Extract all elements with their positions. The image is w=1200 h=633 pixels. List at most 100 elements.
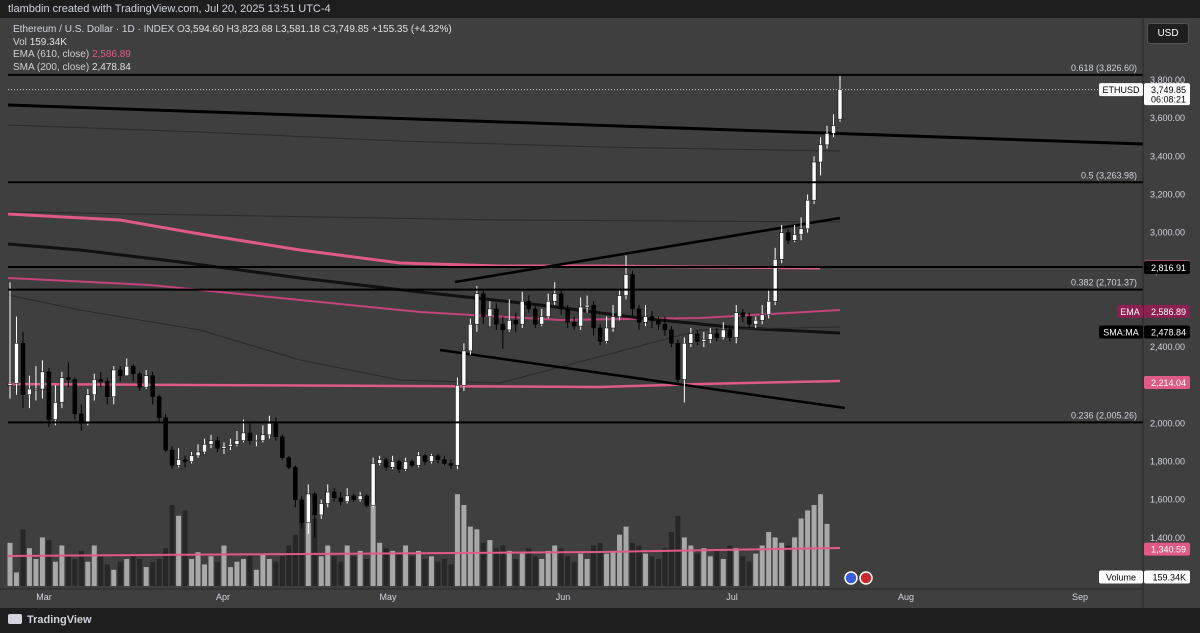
candle-body: [299, 499, 305, 523]
volume-bar: [694, 553, 700, 586]
symbol-name[interactable]: Ethereum / U.S. Dollar · 1D · INDEX: [13, 24, 175, 35]
volume-bar: [824, 523, 830, 586]
candle-body: [189, 455, 194, 462]
candle-body: [396, 461, 402, 470]
volume-bar: [681, 537, 687, 586]
candle-body: [649, 316, 655, 321]
volume-bar: [428, 556, 434, 586]
volume-bar: [377, 542, 383, 586]
volume-bar: [519, 553, 525, 586]
candle-body: [675, 343, 681, 380]
candle-body: [461, 350, 467, 386]
candle-body: [753, 320, 758, 325]
volume-bar: [124, 559, 130, 586]
volume-bar: [234, 561, 240, 586]
candle-body: [682, 343, 687, 380]
candle-body: [474, 293, 480, 325]
open-value: 3,594.60: [184, 24, 224, 35]
indicator-lines: [7, 124, 841, 389]
volume-bar: [779, 542, 785, 586]
candle-body: [416, 455, 421, 466]
candle-body: [403, 461, 408, 470]
volume-bar: [584, 559, 590, 586]
price-label-value: 2,586.89: [1151, 307, 1186, 317]
y-tick-label: 3,400.00: [1150, 151, 1185, 161]
candle-body: [558, 293, 564, 310]
candle-body: [390, 461, 395, 468]
price-label-tag: EMA: [1120, 307, 1140, 317]
candle-body: [53, 402, 58, 420]
volume-bar: [286, 545, 292, 586]
volume-bar: [746, 561, 752, 586]
us-flag-event-icon: [844, 571, 858, 585]
volume-bar: [630, 542, 635, 586]
x-tick-label: May: [379, 592, 397, 602]
volume-bar: [331, 556, 337, 586]
volume-bar: [163, 548, 169, 586]
candle-body: [344, 495, 350, 502]
volume-bar: [13, 572, 19, 586]
legend-ema-row[interactable]: EMA (610, close) 2,586.89: [13, 49, 452, 62]
volume-bar: [655, 559, 661, 586]
volume-bar: [247, 556, 253, 586]
price-label-value: 3,749.85: [1151, 85, 1186, 95]
volume-bar: [189, 559, 195, 586]
currency-button[interactable]: USD: [1147, 23, 1189, 44]
volume-bar: [292, 534, 298, 586]
volume-bar: [617, 534, 623, 586]
candle-body: [7, 383, 13, 386]
y-tick-label: 3,800.00: [1150, 75, 1185, 85]
candle-body: [338, 497, 343, 502]
legend-sma-row[interactable]: SMA (200, close) 2,478.84: [13, 62, 452, 75]
candle-body: [176, 459, 181, 466]
candle-body: [798, 228, 804, 235]
x-tick-label: Sep: [1072, 592, 1088, 602]
volume-bar: [467, 526, 473, 586]
volume-bar: [811, 505, 817, 586]
volume-bar: [759, 545, 765, 586]
price-label-tag-bg: [1117, 304, 1143, 318]
volume-bar: [182, 510, 188, 586]
price-label-value: 159.34K: [1152, 572, 1186, 582]
price-label-tag: ETHUSD: [1102, 85, 1140, 95]
candle-body: [182, 459, 188, 462]
candle-body: [824, 133, 830, 146]
channel-lower: [439, 348, 846, 410]
candle-body: [267, 423, 272, 436]
legend-volume-row[interactable]: Vol 159.34K: [13, 37, 452, 50]
candle-body: [539, 316, 544, 325]
price-label-value: 2,816.91: [1151, 263, 1186, 273]
volume-bar: [409, 556, 415, 586]
volume-bar: [312, 518, 318, 586]
volume-bar: [493, 548, 499, 586]
footer-bar: TradingView: [0, 608, 1200, 633]
candle-body: [494, 308, 499, 325]
candle-body: [163, 417, 168, 451]
y-tick-label: 1,400.00: [1150, 533, 1185, 543]
candle-body: [92, 379, 97, 396]
volume-bar: [279, 556, 285, 586]
trendline-upper: [7, 103, 1144, 146]
volume-bars: [7, 494, 841, 586]
candle-body: [818, 144, 823, 163]
tradingview-logo[interactable]: TradingView: [8, 614, 92, 626]
volume-bar: [176, 515, 182, 586]
ema-lower-line: [7, 379, 841, 389]
candle-body: [286, 457, 292, 468]
candle-body: [831, 125, 836, 134]
volume-bar: [720, 559, 726, 586]
volume-bar: [52, 561, 58, 586]
volume-bar: [526, 548, 532, 586]
volume-bar: [98, 556, 104, 586]
volume-bar: [818, 494, 824, 586]
candle-body: [260, 434, 266, 441]
candle-body: [643, 316, 648, 323]
volume-label: Vol: [13, 36, 27, 48]
time-axis: Mar Apr May Jun Jul Aug Sep: [0, 588, 1143, 602]
brand-label: TradingView: [27, 614, 92, 626]
volume-bar: [208, 556, 214, 586]
y-tick-label: 1,800.00: [1150, 457, 1185, 467]
volume-bar: [623, 526, 629, 586]
volume-bar: [772, 537, 778, 586]
